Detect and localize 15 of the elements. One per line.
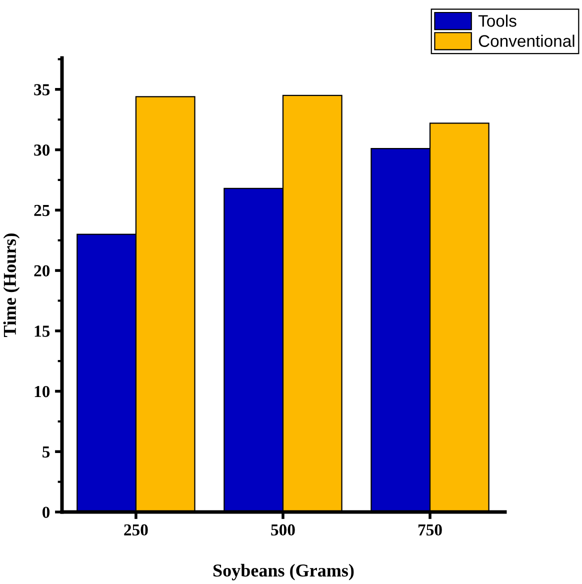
y-tick-label: 35 (34, 84, 50, 96)
x-tick-label: 500 (271, 524, 295, 536)
x-axis-title: Soybeans (Grams) (213, 564, 354, 580)
y-tick-label: 0 (42, 506, 50, 518)
y-axis-title: Time (Hours) (3, 234, 20, 337)
y-tick-label: 20 (34, 265, 50, 276)
y-tick-label: 30 (34, 144, 50, 156)
y-tick-label: 15 (34, 326, 50, 337)
legend-label: Conventional (478, 34, 574, 47)
y-tick-label: 5 (42, 446, 50, 458)
x-tick-label: 250 (124, 524, 148, 536)
y-tick-label: 10 (34, 386, 50, 398)
x-tick-label: 750 (418, 524, 442, 536)
y-tick-label: 25 (34, 204, 50, 216)
legend-label: Tools (478, 14, 516, 27)
